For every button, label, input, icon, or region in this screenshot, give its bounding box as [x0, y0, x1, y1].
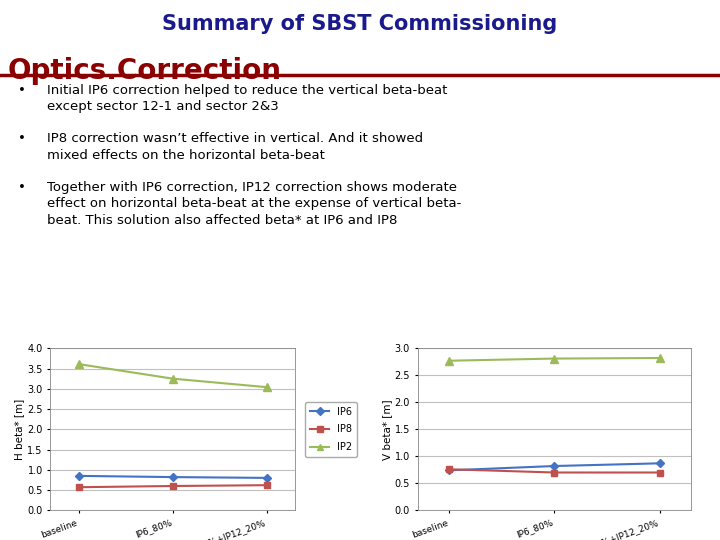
Text: Summary of SBST Commissioning: Summary of SBST Commissioning — [163, 14, 557, 33]
Text: •: • — [18, 132, 26, 145]
IP2 — [445, 357, 454, 364]
IP8 — [445, 466, 454, 472]
Line: IP6: IP6 — [76, 473, 270, 481]
Text: IP8 correction wasn’t effective in vertical. And it showed
mixed effects on the : IP8 correction wasn’t effective in verti… — [47, 132, 423, 162]
IP2 — [263, 384, 271, 390]
Text: Optics.Correction: Optics.Correction — [7, 57, 282, 85]
Text: Together with IP6 correction, IP12 correction shows moderate
effect on horizonta: Together with IP6 correction, IP12 corre… — [47, 181, 462, 227]
IP2 — [655, 355, 664, 361]
Text: •: • — [18, 181, 26, 194]
Line: IP8: IP8 — [76, 482, 270, 490]
IP6 — [550, 463, 559, 469]
IP8 — [263, 482, 271, 488]
IP2 — [168, 375, 177, 382]
IP8 — [168, 483, 177, 489]
Text: •: • — [18, 84, 26, 97]
IP8 — [655, 469, 664, 476]
Y-axis label: V beta* [m]: V beta* [m] — [382, 399, 392, 460]
Legend: IP6, IP8, IP2: IP6, IP8, IP2 — [305, 402, 357, 457]
IP6 — [168, 474, 177, 481]
IP8 — [550, 469, 559, 476]
IP2 — [74, 361, 83, 367]
IP6 — [655, 460, 664, 467]
IP2 — [550, 355, 559, 362]
IP6 — [74, 472, 83, 479]
Line: IP2: IP2 — [74, 360, 271, 392]
Line: IP8: IP8 — [446, 467, 662, 475]
IP6 — [263, 475, 271, 481]
Y-axis label: H beta* [m]: H beta* [m] — [14, 399, 24, 460]
IP6 — [445, 467, 454, 474]
Line: IP6: IP6 — [446, 461, 662, 473]
Line: IP2: IP2 — [445, 354, 664, 365]
Text: Initial IP6 correction helped to reduce the vertical beta-beat
except sector 12-: Initial IP6 correction helped to reduce … — [47, 84, 447, 113]
IP8 — [74, 484, 83, 490]
